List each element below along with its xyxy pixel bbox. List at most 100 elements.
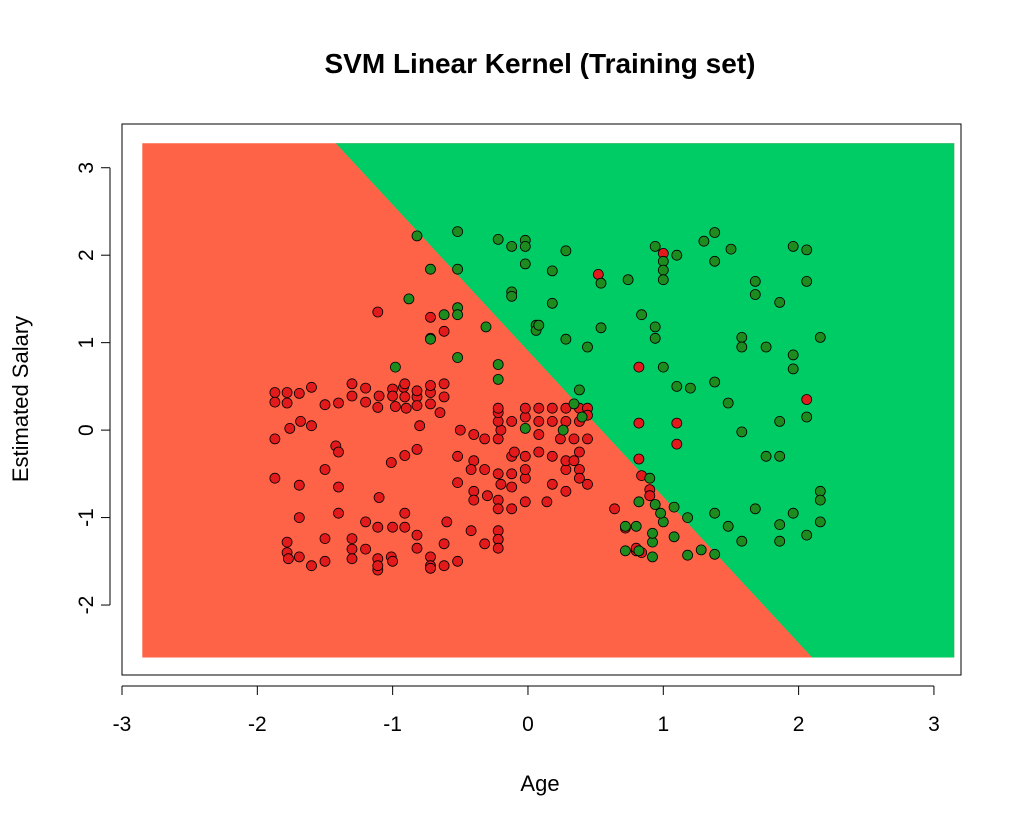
data-point-class-1 <box>438 309 450 321</box>
data-point-class-0 <box>582 478 593 490</box>
plot-area <box>121 123 962 676</box>
data-point-class-1 <box>452 226 464 238</box>
data-point-class-0 <box>346 390 358 402</box>
data-point-class-1 <box>506 290 518 302</box>
data-point-class-1 <box>655 507 666 519</box>
data-point-class-0 <box>533 429 545 440</box>
data-point-class-0 <box>633 417 645 429</box>
data-point-class-0 <box>454 424 466 436</box>
data-point-class-1 <box>774 519 786 530</box>
data-point-class-0 <box>399 391 411 403</box>
region-class-1 <box>335 143 955 658</box>
data-point-class-1 <box>480 321 492 333</box>
data-point-class-0 <box>372 560 384 572</box>
data-point-class-1 <box>519 240 531 252</box>
data-point-class-1 <box>649 499 661 510</box>
data-point-class-1 <box>709 227 721 238</box>
data-point-class-0 <box>360 396 372 408</box>
data-point-class-1 <box>682 549 693 561</box>
data-point-class-0 <box>519 402 531 414</box>
data-point-class-1 <box>760 450 772 462</box>
data-point-class-0 <box>633 361 645 373</box>
data-point-class-1 <box>533 319 545 331</box>
data-point-class-0 <box>506 503 518 515</box>
data-point-class-0 <box>346 533 358 544</box>
data-point-class-1 <box>492 359 504 370</box>
data-point-class-1 <box>568 398 580 410</box>
data-point-class-0 <box>492 402 504 414</box>
data-point-class-1 <box>749 503 761 515</box>
data-point-class-0 <box>546 415 558 427</box>
data-point-class-0 <box>506 415 518 427</box>
data-point-class-0 <box>306 381 317 393</box>
data-point-class-0 <box>387 555 399 567</box>
data-point-class-0 <box>434 407 446 419</box>
data-point-class-1 <box>595 322 607 334</box>
data-point-class-0 <box>360 382 372 394</box>
data-point-class-0 <box>465 525 477 537</box>
data-point-class-0 <box>385 457 397 468</box>
data-point-class-1 <box>774 296 786 308</box>
data-point-class-1 <box>736 426 748 438</box>
x-tick-label: -1 <box>383 713 402 736</box>
data-point-class-1 <box>668 501 680 513</box>
data-point-class-0 <box>425 311 436 323</box>
data-point-class-0 <box>425 562 436 574</box>
data-point-class-1 <box>620 545 631 557</box>
data-point-class-1 <box>657 264 669 276</box>
data-point-class-0 <box>400 402 412 414</box>
data-point-class-0 <box>506 468 518 480</box>
data-point-class-0 <box>438 560 450 572</box>
data-point-class-1 <box>736 331 748 343</box>
data-point-class-0 <box>560 485 572 497</box>
data-point-class-0 <box>372 521 384 533</box>
data-point-class-0 <box>269 387 281 398</box>
data-point-class-0 <box>479 433 491 445</box>
data-point-class-0 <box>519 496 531 508</box>
data-point-class-1 <box>492 233 504 245</box>
data-point-class-1 <box>620 520 631 532</box>
data-point-class-0 <box>293 551 305 563</box>
x-axis: -3 -2 -1 0 1 2 3 <box>113 685 940 736</box>
x-tick-label: 1 <box>657 713 669 736</box>
data-point-class-0 <box>281 536 293 548</box>
data-point-class-1 <box>787 363 799 375</box>
data-point-class-1 <box>657 274 669 286</box>
data-point-class-0 <box>495 478 507 490</box>
data-point-class-1 <box>411 230 423 242</box>
data-point-class-0 <box>414 420 426 432</box>
data-point-class-0 <box>372 306 384 318</box>
data-point-class-1 <box>546 297 558 309</box>
y-tick-label: 1 <box>75 337 98 349</box>
data-point-class-0 <box>519 450 531 462</box>
data-point-class-0 <box>282 553 294 565</box>
data-point-class-0 <box>479 464 491 475</box>
data-point-class-0 <box>546 478 558 490</box>
data-point-class-0 <box>479 538 491 550</box>
data-point-class-0 <box>452 450 464 462</box>
y-axis-title: Estimated Salary <box>8 316 33 482</box>
data-point-class-1 <box>814 494 826 506</box>
data-point-class-1 <box>725 243 737 255</box>
data-point-class-1 <box>736 341 748 353</box>
data-point-class-1 <box>452 352 464 363</box>
data-point-class-1 <box>736 535 748 547</box>
x-tick-label: -3 <box>113 713 132 736</box>
data-point-class-1 <box>722 397 734 409</box>
data-point-class-1 <box>560 333 572 345</box>
data-point-class-1 <box>425 333 436 345</box>
data-point-class-1 <box>709 255 721 267</box>
data-point-class-1 <box>576 411 588 423</box>
data-point-class-1 <box>630 520 642 532</box>
data-point-class-0 <box>492 542 504 554</box>
x-tick-label: 3 <box>928 713 940 736</box>
data-point-class-1 <box>647 551 658 563</box>
points-layer <box>269 226 826 576</box>
data-point-class-0 <box>333 507 344 519</box>
data-point-class-1 <box>774 535 786 547</box>
data-point-class-0 <box>541 496 553 508</box>
data-point-class-1 <box>636 309 647 321</box>
data-point-class-0 <box>574 446 585 458</box>
data-point-class-0 <box>333 481 344 493</box>
data-point-class-1 <box>492 373 504 385</box>
